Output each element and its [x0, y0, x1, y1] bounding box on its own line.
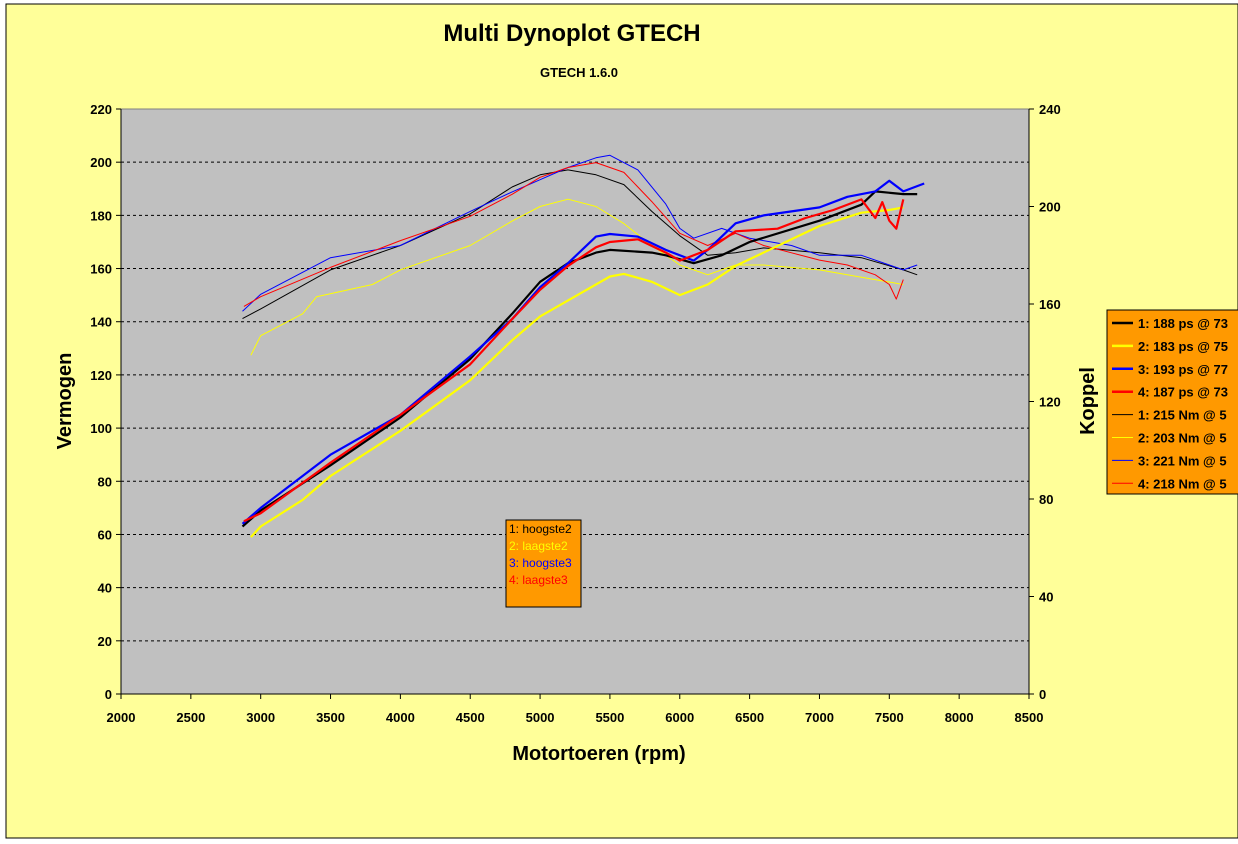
y-tick-label: 40 — [98, 581, 112, 596]
y-tick-label: 80 — [98, 474, 112, 489]
torque-series-line-2 — [250, 198, 904, 356]
y2-axis-label: Koppel — [1077, 367, 1099, 435]
y-tick-label: 100 — [90, 421, 112, 436]
y2-tick-label: 160 — [1039, 297, 1061, 312]
legend-entry: 3: 193 ps @ 77 — [1138, 362, 1228, 377]
x-tick-label: 6000 — [665, 710, 694, 725]
legend: 1: 188 ps @ 73 2: 183 ps @ 75 3: 193 ps @ … — [1106, 309, 1238, 495]
legend-entry: 1: 215 Nm @ 5 — [1138, 408, 1227, 423]
note-box: 1: hoogste2 2: laagste2 3: hoogste3 4: laag… — [505, 519, 582, 608]
gridlines — [121, 161, 1029, 642]
note-line: 4: laagste3 — [509, 573, 568, 587]
series-lines — [241, 154, 925, 538]
power-series-line-2 — [250, 206, 904, 538]
y2-tick-label: 40 — [1039, 590, 1053, 605]
note-line: 2: laagste2 — [509, 539, 568, 553]
legend-entry: 1: 188 ps @ 73 — [1138, 316, 1228, 331]
power-series-line-4 — [243, 198, 905, 523]
y-axis-label: Vermogen — [54, 353, 76, 450]
legend-entry: 4: 218 Nm @ 5 — [1138, 476, 1227, 491]
y-tick-label: 0 — [105, 687, 112, 702]
x-tick-label: 4000 — [386, 710, 415, 725]
y-tick-label: 180 — [90, 208, 112, 223]
torque-series-line-4 — [243, 162, 904, 307]
x-tick-label: 7500 — [875, 710, 904, 725]
x-tick-label: 2000 — [107, 710, 136, 725]
y-axis-right: 0 40 80 120 160 200 240 — [1028, 102, 1061, 702]
note-line: 3: hoogste3 — [509, 556, 572, 570]
y-tick-label: 120 — [90, 368, 112, 383]
legend-entry: 2: 203 Nm @ 5 — [1138, 431, 1227, 446]
x-tick-label: 8500 — [1015, 710, 1044, 725]
y2-tick-label: 80 — [1039, 492, 1053, 507]
x-tick-label: 2500 — [176, 710, 205, 725]
legend-entry: 4: 187 ps @ 73 — [1138, 385, 1228, 400]
y2-tick-label: 240 — [1039, 102, 1061, 117]
y2-tick-label: 0 — [1039, 687, 1046, 702]
x-tick-label: 5000 — [526, 710, 555, 725]
x-tick-label: 6500 — [735, 710, 764, 725]
y-tick-label: 140 — [90, 315, 112, 330]
x-tick-label: 5500 — [595, 710, 624, 725]
x-axis: 2000 2500 3000 3500 4000 4500 5000 5500 6000 6500… — [107, 693, 1044, 725]
y-tick-label: 160 — [90, 262, 112, 277]
chart-title: Multi Dynoplot GTECH — [443, 20, 700, 47]
x-tick-label: 8000 — [945, 710, 974, 725]
y-tick-label: 20 — [98, 634, 112, 649]
legend-entry: 3: 221 Nm @ 5 — [1138, 453, 1227, 468]
chart-subtitle: GTECH 1.6.0 — [540, 65, 618, 80]
y2-tick-label: 120 — [1039, 395, 1061, 410]
y2-tick-label: 200 — [1039, 200, 1061, 215]
x-tick-label: 7000 — [805, 710, 834, 725]
x-tick-label: 3500 — [316, 710, 345, 725]
y-tick-label: 60 — [98, 527, 112, 542]
note-box-background — [505, 519, 582, 608]
y-tick-label: 200 — [90, 155, 112, 170]
x-axis-label: Motortoeren (rpm) — [512, 743, 685, 765]
power-series-line-3 — [241, 179, 925, 525]
legend-entry: 2: 183 ps @ 75 — [1138, 339, 1228, 354]
y-tick-label: 220 — [90, 102, 112, 117]
note-line: 1: hoogste2 — [509, 522, 572, 536]
power-series-line-1 — [241, 190, 918, 528]
legend-background — [1106, 309, 1238, 495]
x-tick-label: 3000 — [246, 710, 275, 725]
y-axis-left: 0 20 40 60 80 100 120 140 160 180 200 220 — [90, 102, 122, 702]
x-tick-label: 4500 — [456, 710, 485, 725]
